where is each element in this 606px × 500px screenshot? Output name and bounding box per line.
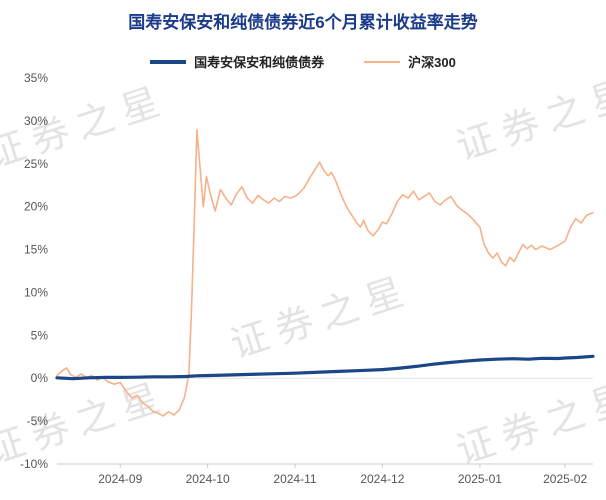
svg-text:2024-10: 2024-10: [186, 472, 230, 486]
chart-title: 国寿安保安和纯债债券近6个月累计收益率走势: [128, 13, 478, 32]
chart-legend: 国寿安保安和纯债债券 沪深300: [0, 52, 606, 71]
svg-text:2024-11: 2024-11: [273, 472, 316, 486]
svg-text:5%: 5%: [31, 328, 49, 342]
svg-text:0%: 0%: [31, 371, 49, 385]
svg-text:10%: 10%: [24, 285, 48, 299]
svg-text:15%: 15%: [24, 243, 48, 257]
svg-text:2025-02: 2025-02: [543, 472, 587, 486]
legend-label-index: 沪深300: [408, 55, 456, 70]
index-line-swatch: [364, 60, 401, 63]
svg-text:-5%: -5%: [27, 414, 49, 428]
legend-item-fund: 国寿安保安和纯债债券: [150, 52, 324, 71]
legend-label-fund: 国寿安保安和纯债债券: [194, 55, 325, 70]
svg-text:25%: 25%: [24, 157, 48, 171]
svg-text:20%: 20%: [24, 200, 48, 214]
svg-text:2024-12: 2024-12: [360, 472, 404, 486]
fund-line-swatch: [150, 59, 187, 64]
svg-text:30%: 30%: [24, 114, 48, 128]
svg-text:2025-01: 2025-01: [458, 472, 502, 486]
svg-text:-10%: -10%: [20, 457, 48, 471]
svg-text:2024-09: 2024-09: [98, 472, 142, 486]
svg-text:35%: 35%: [24, 71, 48, 85]
legend-item-index: 沪深300: [364, 52, 456, 71]
